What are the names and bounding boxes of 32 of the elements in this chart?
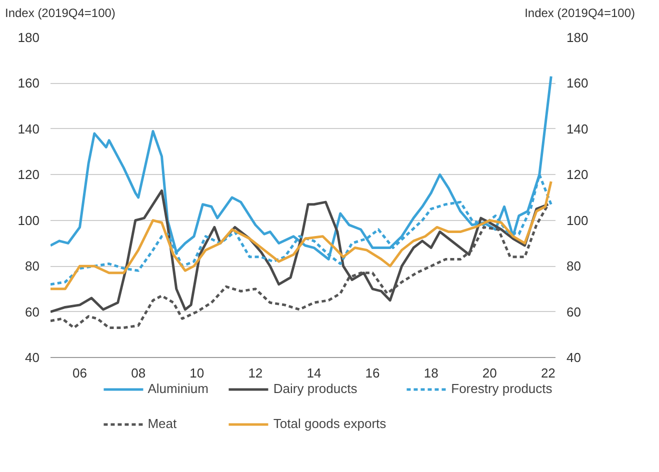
legend-label: Aluminium	[148, 381, 208, 396]
y-tick-label: 180	[18, 30, 40, 46]
y2-tick-label: 140	[566, 122, 588, 137]
legend-label: Total goods exports	[273, 416, 386, 432]
x-tick-label: 06	[72, 366, 88, 381]
y2-tick-label: 60	[566, 304, 581, 320]
y-tick-label: 160	[18, 76, 40, 91]
y-tick-label: 80	[25, 258, 40, 274]
y2-axis-title: Index (2019Q4=100)	[524, 5, 635, 22]
y-tick-label: 140	[18, 122, 40, 137]
x-tick-label: 22	[540, 366, 556, 381]
y-tick-label: 60	[25, 304, 40, 320]
y-tick-label: 40	[25, 350, 40, 366]
legend-label: Forestry products	[451, 381, 552, 396]
y2-tick-label: 80	[566, 258, 581, 274]
legend-label: Meat	[148, 416, 177, 432]
legend-label: Dairy products	[273, 381, 358, 396]
y-tick-label: 120	[18, 167, 40, 182]
x-tick-label: 14	[306, 366, 322, 381]
x-tick-label: 10	[190, 366, 204, 381]
y2-tick-label: 120	[566, 167, 588, 182]
y2-tick-label: 180	[566, 30, 588, 46]
x-tick-label: 16	[365, 366, 380, 381]
x-tick-label: 12	[248, 366, 263, 381]
y2-tick-label: 40	[566, 350, 581, 366]
y-axis-title: Index (2019Q4=100)	[5, 5, 116, 22]
y-tick-label: 100	[18, 213, 40, 228]
y2-tick-label: 160	[566, 76, 588, 91]
x-tick-label: 20	[482, 366, 497, 381]
x-tick-label: 18	[424, 366, 438, 381]
y2-tick-label: 100	[566, 213, 588, 228]
x-tick-label: 08	[131, 366, 146, 381]
